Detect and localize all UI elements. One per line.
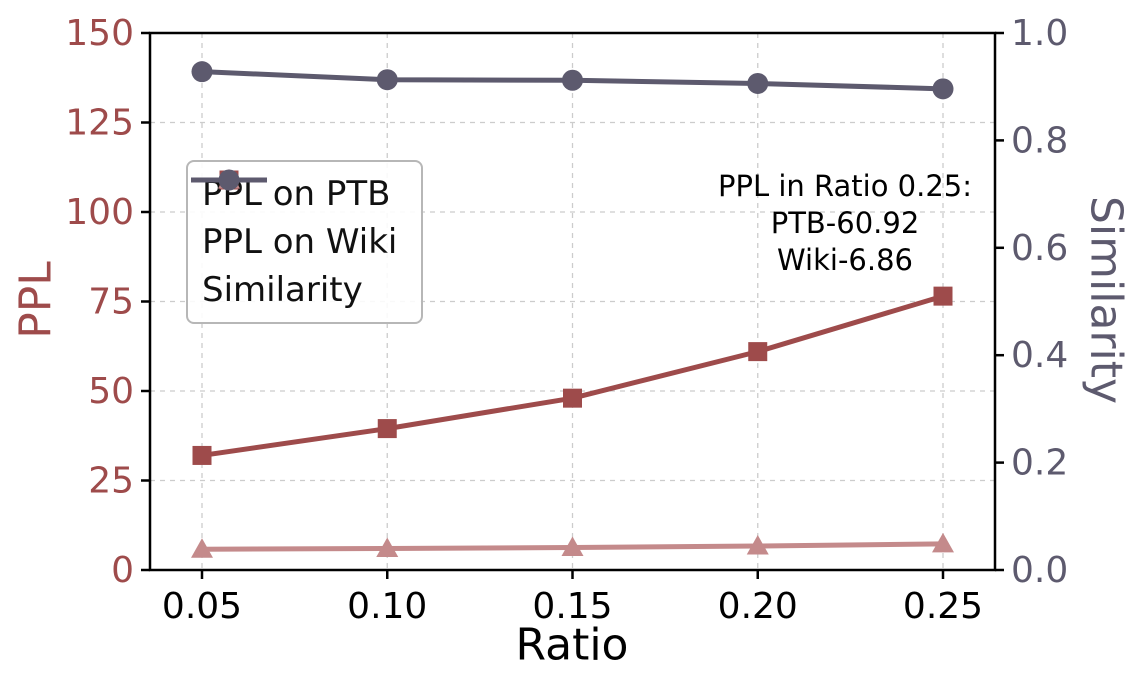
svg-text:0.4: 0.4	[1011, 335, 1068, 376]
legend-sample	[191, 169, 267, 191]
svg-text:0.8: 0.8	[1011, 120, 1068, 161]
svg-text:125: 125	[65, 103, 134, 144]
svg-text:100: 100	[65, 192, 134, 233]
annotation-line-1: PPL in Ratio 0.25:	[717, 169, 973, 203]
y-axis-label-left: PPL	[10, 261, 62, 339]
svg-text:25: 25	[88, 461, 134, 502]
annotation-line-2: PTB-60.92	[770, 206, 920, 241]
svg-text:0.6: 0.6	[1011, 228, 1068, 269]
legend-entry-similarity: Similarity	[191, 169, 397, 310]
svg-text:0.25: 0.25	[903, 586, 983, 627]
legend-label: Similarity	[202, 270, 363, 310]
svg-text:0.0: 0.0	[1011, 550, 1068, 591]
svg-text:1.0: 1.0	[1011, 13, 1068, 54]
annotation: PPL in Ratio 0.25: PTB-60.92 Wiki-6.86	[650, 168, 1040, 279]
svg-text:0.05: 0.05	[162, 586, 242, 627]
x-axis-label: Ratio	[515, 619, 629, 671]
svg-text:0.10: 0.10	[347, 586, 427, 627]
legend: PPL on PTB PPL on Wiki Similarity	[186, 160, 424, 324]
y-axis-label-right: Similarity	[1080, 195, 1132, 405]
svg-text:75: 75	[88, 282, 134, 323]
legend-entry-ppl-wiki: PPL on Wiki	[191, 169, 398, 262]
svg-text:0.15: 0.15	[532, 586, 612, 627]
legend-label: PPL on Wiki	[202, 222, 398, 262]
svg-text:50: 50	[88, 371, 134, 412]
svg-text:0.2: 0.2	[1011, 443, 1068, 484]
svg-text:150: 150	[65, 13, 134, 54]
svg-text:0.20: 0.20	[718, 586, 798, 627]
svg-text:0: 0	[111, 550, 134, 591]
annotation-line-3: Wiki-6.86	[777, 243, 913, 278]
